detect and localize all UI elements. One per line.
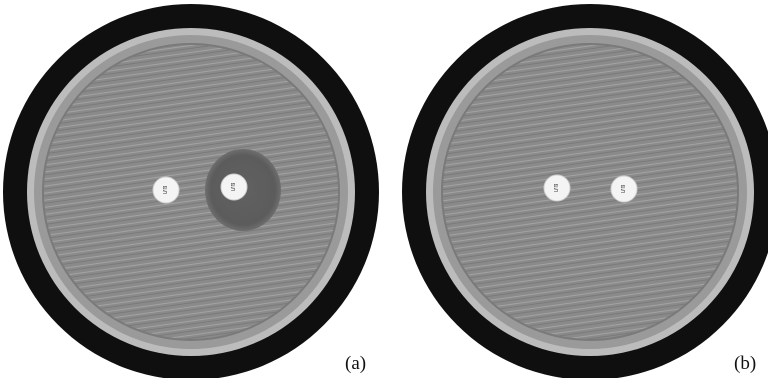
agar-edge-a	[42, 43, 340, 341]
panel-label-b: (b)	[734, 353, 757, 374]
disc-a1-text: ยภ	[161, 186, 169, 195]
disc-b1: ยภ	[543, 174, 571, 202]
agar-lawn-b	[442, 44, 738, 340]
disc-b2: ยภ	[610, 175, 638, 203]
disc-a2-text: ยภ	[229, 183, 237, 192]
disc-a1: ยภ	[152, 176, 180, 204]
disc-b2-text: ยภ	[619, 185, 627, 194]
panel-a: ยภ ยภ	[3, 4, 379, 378]
agar-edge-b	[441, 43, 739, 341]
disc-a2: ยภ	[220, 173, 248, 201]
disc-b1-text: ยภ	[552, 184, 560, 193]
panel-b: ยภ ยภ	[402, 4, 768, 378]
agar-lawn-a	[43, 44, 339, 340]
panel-label-a: (a)	[345, 353, 367, 374]
